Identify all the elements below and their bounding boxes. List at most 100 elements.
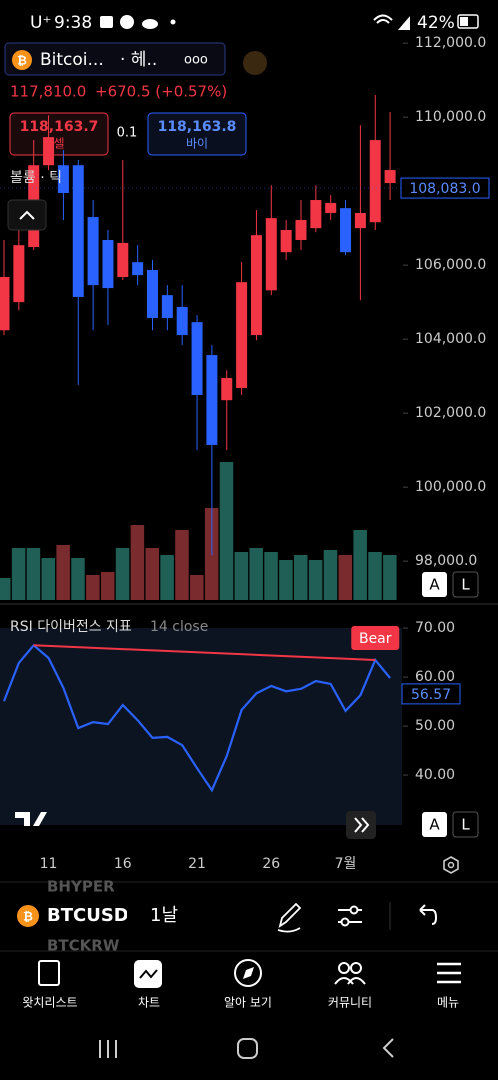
auto-scale-button[interactable] xyxy=(422,812,447,837)
log-scale-button[interactable] xyxy=(452,811,479,838)
last-price-label: 108,083.0 xyxy=(409,181,480,197)
volume-bar xyxy=(11,548,26,600)
candle-body xyxy=(384,170,396,184)
x-tick-label: 11 xyxy=(40,856,58,872)
rsi-band xyxy=(0,628,402,825)
volume-bar xyxy=(294,555,308,600)
auto-scale-label: A xyxy=(429,816,440,834)
buy-price: 118,163.8 xyxy=(158,119,237,135)
volume-bar xyxy=(234,552,249,600)
gallery-icon xyxy=(100,16,113,28)
volume-bar xyxy=(56,545,70,600)
menu-icon[interactable] xyxy=(437,962,461,984)
y-tick-label: 60.00 xyxy=(415,669,455,685)
more-button[interactable]: ooo xyxy=(184,53,208,68)
candle-body xyxy=(280,229,292,253)
candle-body xyxy=(340,208,352,253)
candle-body xyxy=(325,202,337,213)
symbol-name[interactable]: Bitcoi... xyxy=(40,50,104,70)
candle-body xyxy=(0,276,10,331)
toolbar-symbol[interactable]: BTCUSD xyxy=(47,905,129,926)
volume-bar xyxy=(368,552,382,600)
talk-icon xyxy=(120,15,134,29)
log-scale-label: L xyxy=(461,576,470,594)
interval[interactable]: 1날 xyxy=(150,905,178,926)
cloud-icon xyxy=(142,19,158,29)
candle-body xyxy=(57,165,69,193)
btc-icon xyxy=(12,50,32,70)
candle-body xyxy=(13,245,25,303)
volume-bar xyxy=(175,530,189,600)
candle-body xyxy=(87,217,99,286)
x-tick-label: 16 xyxy=(114,856,132,872)
y-tick-label: 110,000.0 xyxy=(415,109,486,125)
log-scale-label: L xyxy=(461,816,470,834)
settings-icon[interactable] xyxy=(443,856,459,874)
community-body xyxy=(334,977,366,985)
candle-body xyxy=(354,212,366,229)
auto-scale-label: A xyxy=(429,576,440,594)
y-tick-label: 104,000.0 xyxy=(415,331,486,347)
rsi-subtitle: 14 close xyxy=(150,619,208,635)
btc-glyph: ₿ xyxy=(17,54,27,68)
volume-bar xyxy=(190,575,204,600)
carrier: U⁺ xyxy=(30,13,51,33)
slider-knob xyxy=(340,917,350,927)
last-value-tag xyxy=(401,683,461,705)
candle-body xyxy=(221,377,233,401)
community-icon[interactable] xyxy=(338,962,350,974)
candle-body xyxy=(295,220,307,240)
symbol-box[interactable] xyxy=(4,42,226,76)
collapse-button[interactable] xyxy=(7,199,47,231)
sell-button[interactable] xyxy=(9,112,109,156)
symbol-clip: BTCUSD xyxy=(47,905,129,926)
nav-label[interactable]: 왓치리스트 xyxy=(22,996,77,1010)
rsi-line xyxy=(2,643,391,793)
logo-watermark xyxy=(243,51,267,75)
buy-label: 바이 xyxy=(186,137,208,151)
candle-body xyxy=(369,140,381,223)
rsi-title: RSI 다이버전스 지표 xyxy=(10,619,132,635)
last-value-label: 56.57 xyxy=(411,687,451,703)
back-button[interactable] xyxy=(382,1038,394,1058)
tv-logo xyxy=(15,812,47,826)
candle-body xyxy=(102,239,114,289)
home-button[interactable] xyxy=(237,1038,258,1059)
volume-bar xyxy=(249,548,263,600)
candle-body xyxy=(132,262,144,276)
divergence-line xyxy=(33,644,376,661)
battery-level xyxy=(460,17,468,26)
watchlist-icon[interactable] xyxy=(38,960,60,986)
candle-body xyxy=(176,306,188,336)
auto-scale-button[interactable] xyxy=(422,572,447,597)
buy-button[interactable] xyxy=(147,112,247,156)
undo-icon[interactable] xyxy=(419,904,438,925)
volume-bar xyxy=(338,555,353,600)
last-price-tag xyxy=(400,177,490,199)
volume-bar xyxy=(130,525,145,600)
volume-bar xyxy=(353,530,367,600)
recent-apps[interactable] xyxy=(99,1040,117,1058)
nav-label[interactable]: 차트 xyxy=(138,996,160,1010)
btc-icon xyxy=(17,905,39,927)
explore-icon[interactable] xyxy=(234,959,262,987)
volume-label: 볼륨 · 틱 xyxy=(10,170,62,186)
draw-icon[interactable] xyxy=(277,902,302,933)
nav-label[interactable]: 커뮤니티 xyxy=(328,996,372,1010)
y-tick-label: 112,000.0 xyxy=(415,35,486,51)
candle-body xyxy=(250,235,262,336)
volume-bar xyxy=(0,578,11,600)
log-scale-button[interactable] xyxy=(452,571,479,598)
double-chevron xyxy=(354,817,370,833)
slider-knob xyxy=(349,905,359,915)
nav-label[interactable]: 알아 보기 xyxy=(224,996,272,1010)
volume-bar xyxy=(264,552,278,600)
community-icon xyxy=(350,962,362,974)
candle-body xyxy=(43,137,55,166)
nav-label[interactable]: 메뉴 xyxy=(437,996,459,1010)
wifi-icon xyxy=(373,14,393,24)
last-price: 117,810.0 xyxy=(10,83,86,101)
volume-bar xyxy=(115,548,130,600)
dot-icon xyxy=(170,19,176,25)
